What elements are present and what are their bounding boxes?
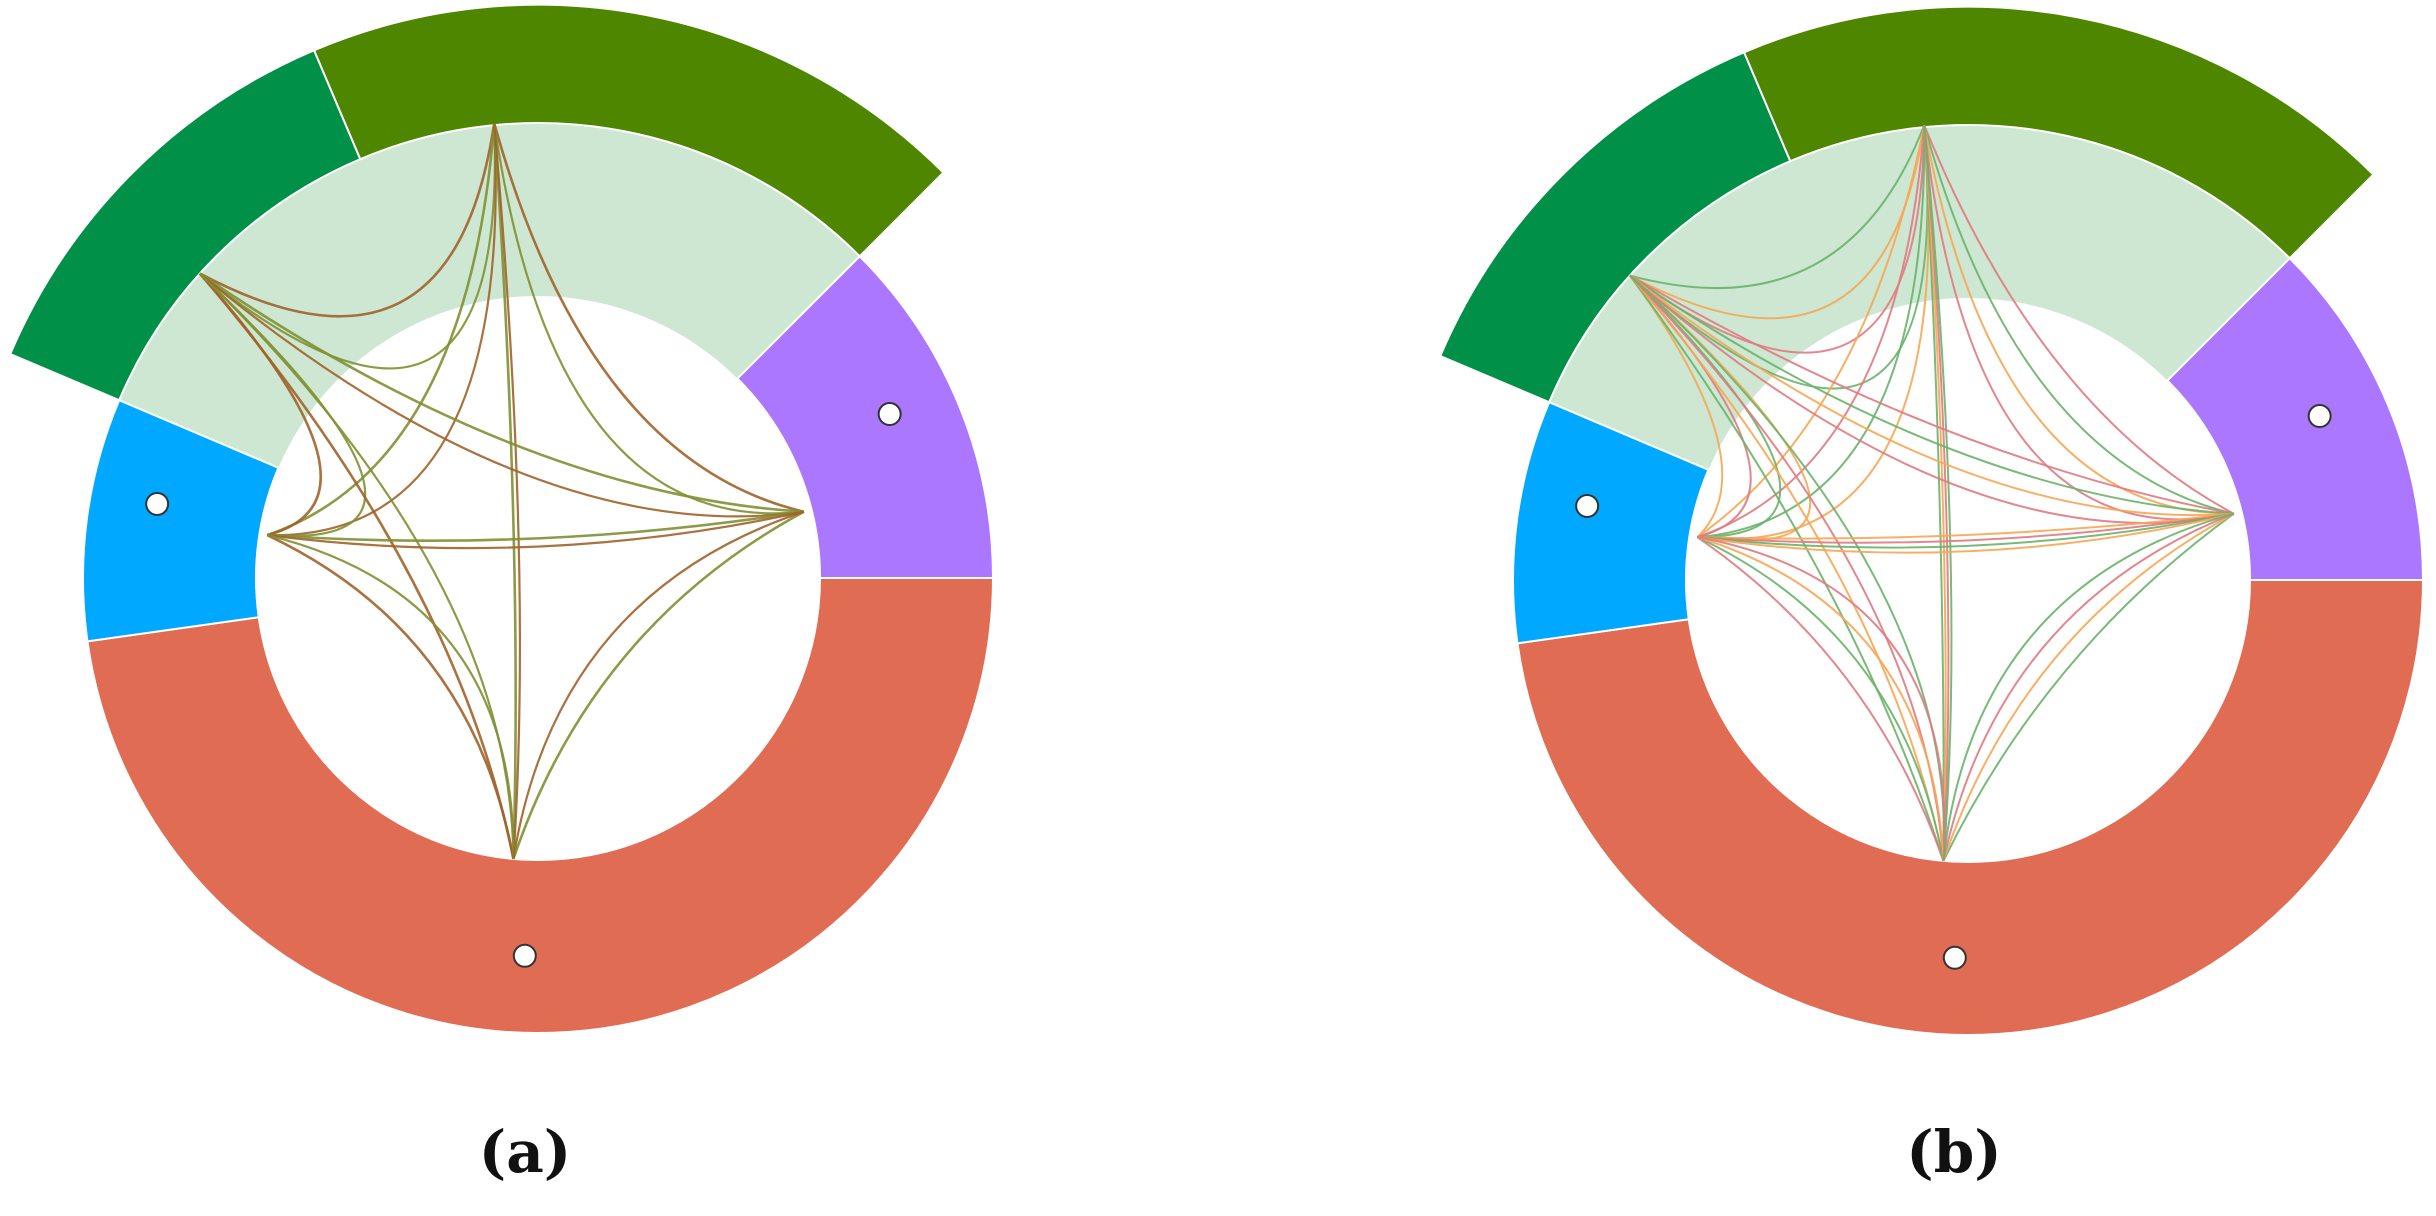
marker-purple bbox=[2307, 404, 2332, 429]
panel-label-b: (b) bbox=[1906, 1118, 2002, 1186]
edge-right-bottom-1 bbox=[1942, 512, 2235, 862]
edge-side-bottom-2 bbox=[1697, 536, 1945, 861]
edge-side-right-alt bbox=[267, 510, 805, 550]
marker-red bbox=[1942, 945, 1967, 970]
edge-left-right-2 bbox=[1629, 274, 2234, 517]
edge-left-side-0 bbox=[1629, 274, 1724, 538]
panel-label-a: (a) bbox=[478, 1118, 572, 1186]
edge-right-bottom-0 bbox=[1942, 512, 2235, 862]
edge-left-bottom bbox=[198, 272, 515, 860]
edge-top-right bbox=[492, 122, 805, 513]
marker-blue bbox=[145, 491, 170, 516]
segment-green bbox=[8, 48, 362, 402]
edge-top-right-3 bbox=[1923, 124, 2235, 521]
panel-b bbox=[1438, 5, 2425, 1036]
edge-right-bottom-2 bbox=[1942, 512, 2235, 862]
edge-top-side-3 bbox=[1697, 125, 1930, 541]
edge-side-right-2 bbox=[1697, 512, 2235, 549]
segment-blue bbox=[1512, 400, 1710, 645]
edge-side-bottom-1 bbox=[1696, 536, 1945, 862]
segment-purple bbox=[2165, 256, 2425, 581]
edge-top-bottom-alt bbox=[493, 123, 522, 859]
edge-top-right-1 bbox=[1923, 124, 2235, 515]
edge-top-side-alt bbox=[267, 123, 497, 537]
edge-top-right-alt bbox=[493, 122, 804, 515]
edge-side-right-1 bbox=[1697, 512, 2235, 544]
segment-green bbox=[1438, 50, 1792, 404]
edge-side-bottom bbox=[266, 533, 515, 860]
edge-left-right-1 bbox=[1629, 274, 2234, 515]
edge-top-side bbox=[266, 123, 496, 537]
segment-red bbox=[1516, 579, 2425, 1036]
edge-top-bottom-3 bbox=[1923, 125, 1953, 862]
edge-top-left-alt bbox=[199, 123, 496, 370]
edge-side-bottom-3 bbox=[1697, 536, 1946, 861]
edge-left-side-alt bbox=[199, 272, 367, 538]
edge-top-side-1 bbox=[1697, 125, 1926, 539]
edge-top-left-3 bbox=[1629, 125, 1929, 390]
edge-right-bottom-alt bbox=[512, 510, 805, 860]
marker-purple bbox=[877, 402, 902, 427]
edge-right-bottom-3 bbox=[1942, 512, 2235, 862]
edge-top-bottom-1 bbox=[1923, 125, 1947, 861]
edge-top-bottom-0 bbox=[1923, 125, 1945, 861]
edge-left-bottom-1 bbox=[1629, 274, 1945, 862]
segment-red bbox=[86, 577, 995, 1034]
panel-a bbox=[8, 3, 995, 1034]
edge-side-bottom-alt bbox=[267, 534, 515, 859]
segment-purple bbox=[735, 254, 995, 579]
edge-right-bottom bbox=[512, 510, 805, 860]
edge-side-right-3 bbox=[1697, 512, 2235, 554]
edge-top-bottom-2 bbox=[1923, 125, 1950, 861]
edge-top-bottom bbox=[492, 123, 517, 859]
marker-blue bbox=[1575, 493, 1600, 518]
edge-top-left-2 bbox=[1629, 125, 1926, 354]
marker-red bbox=[512, 943, 537, 968]
edge-top-right-0 bbox=[1923, 124, 2235, 515]
edge-left-right-alt bbox=[199, 272, 805, 518]
edge-left-right-0 bbox=[1629, 274, 2235, 515]
edge-top-left-0 bbox=[1629, 124, 1926, 289]
edge-side-right-0 bbox=[1697, 512, 2234, 540]
edge-left-bottom-0 bbox=[1629, 274, 1945, 862]
edge-top-right-2 bbox=[1923, 124, 2234, 515]
edge-side-right bbox=[267, 510, 805, 543]
edge-left-bottom-3 bbox=[1629, 274, 1946, 861]
edge-side-bottom-0 bbox=[1696, 536, 1945, 862]
edge-top-side-0 bbox=[1696, 124, 1926, 538]
edge-top-left bbox=[199, 122, 496, 318]
segment-blue bbox=[82, 398, 280, 643]
edge-top-side-2 bbox=[1697, 125, 1926, 539]
edge-left-right bbox=[199, 272, 804, 514]
